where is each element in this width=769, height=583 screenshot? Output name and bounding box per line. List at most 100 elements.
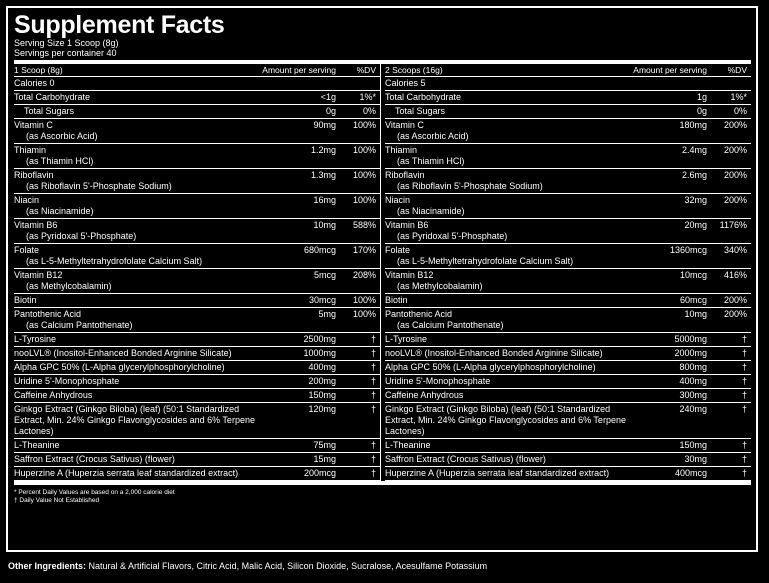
nutrient-name: L-Tyrosine [385,334,647,345]
nutrient-amount: 200mg [308,376,336,386]
nutrient-label: Thiamin [14,145,47,155]
nutrient-amount: 0g [696,106,707,116]
nutrient-label: Niacin [385,195,411,205]
nutrient-row: Total Carbohydrate 1g 1%* [385,91,751,105]
nutrient-dv: 200% [723,120,747,130]
nutrient-amount: 200mcg [303,468,336,478]
nutrient-row: Vitamin B6 (as Pyridoxal 5'-Phosphate) 10m… [14,219,380,244]
nutrient-row: Alpha GPC 50% (L-Alpha glycerylphosphory… [385,361,751,375]
nutrient-row: Alpha GPC 50% (L-Alpha glycerylphosphory… [14,361,380,375]
nutrient-row: Total Sugars 0g 0% [14,105,380,119]
nutrient-name: L-Theanine [14,440,276,451]
nutrient-amount: 400mg [679,376,707,386]
nutrient-amount: 90mg [313,120,336,130]
nutrient-dv: 200% [723,145,747,155]
nutrient-label: Vitamin B6 [14,220,58,230]
nutrient-dv: † [370,334,376,344]
nutrient-dv: 1176% [719,220,747,230]
nutrient-amount: 2.6mg [681,170,707,180]
nutrient-source: (as Riboflavin 5'-Phosphate Sodium) [397,181,543,191]
nutrient-label: Folate [14,245,40,255]
nutrient-label: Pantothenic Acid [14,309,82,319]
nutrient-name: Alpha GPC 50% (L-Alpha glycerylphosphory… [14,362,276,373]
nutrient-amount: 1360mcg [669,245,707,255]
nutrient-amount: 300mg [679,390,707,400]
nutrient-row: Biotin 60mcg 200% [385,294,751,308]
nutrient-dv: † [741,362,747,372]
serving-label: 2 Scoops (16g) [385,65,443,75]
nutrient-label: Riboflavin [14,170,54,180]
nutrient-name: Ginkgo Extract (Ginkgo Biloba) (leaf) (5… [385,404,647,437]
nutrient-amount: 75mg [313,440,336,450]
nutrient-name: Uridine 5'-Monophosphate [385,376,647,387]
nutrient-label: Saffron Extract (Crocus Sativus) (flower… [385,454,546,464]
nutrient-name: Vitamin C (as Ascorbic Acid) [14,120,276,142]
nutrient-source: (as Pyridoxal 5'-Phosphate) [397,231,508,241]
nutrient-label: Alpha GPC 50% (L-Alpha glycerylphosphory… [14,362,225,372]
nutrient-name: Calories 5 [385,78,647,89]
nutrient-amount: 1.3mg [310,170,336,180]
nutrient-label: Biotin [385,295,408,305]
nutrient-label: L-Theanine [14,440,60,450]
nutrient-row: Vitamin B12 (as Methylcobalamin) 10mcg 416% [385,269,751,294]
nutrient-dv: 100% [352,309,376,319]
nutrient-amount: 5000mg [674,334,707,344]
nutrient-row: Huperzine A (Huperzia serrata leaf stand… [385,467,751,481]
serving-size: Serving Size 1 Scoop (8g) [14,38,119,48]
nutrient-label: Vitamin B12 [14,270,63,280]
nutrient-source: (as Ascorbic Acid) [397,131,469,141]
nutrient-amount: <1g [320,92,336,102]
nutrient-dv: 0% [362,106,376,116]
nutrient-row: Saffron Extract (Crocus Sativus) (flower… [385,453,751,467]
nutrient-source: (as L-5-Methyltetrahydrofolate Calcium S… [26,256,203,266]
nutrient-name: Niacin (as Niacinamide) [14,195,276,217]
nutrient-dv: † [741,454,747,464]
nutrient-amount: 150mg [308,390,336,400]
nutrient-name: Niacin (as Niacinamide) [385,195,647,217]
nutrient-name: Total Carbohydrate [14,92,276,103]
nutrient-name: Vitamin B12 (as Methylcobalamin) [385,270,647,292]
nutrient-row: Vitamin B12 (as Methylcobalamin) 5mcg 208% [14,269,380,294]
supplement-facts-panel: Supplement Facts Serving Size 1 Scoop (8… [6,6,758,552]
amount-header: Amount per serving [633,65,707,75]
nutrient-source: (as Niacinamide) [26,206,94,216]
nutrient-dv: 1%* [730,92,747,102]
nutrient-row: Biotin 30mcg 100% [14,294,380,308]
dv-header: %DV [727,65,747,75]
nutrient-row: Uridine 5'-Monophosphate 400mg † [385,375,751,389]
nutrient-name: Huperzine A (Huperzia serrata leaf stand… [14,468,276,479]
nutrient-name: Huperzine A (Huperzia serrata leaf stand… [385,468,647,479]
nutrient-source: (as Methylcobalamin) [26,281,112,291]
nutrient-row: L-Tyrosine 2500mg † [14,333,380,347]
nutrient-label: Calories 0 [14,78,55,88]
nutrient-source: (as Thiamin HCl) [26,156,94,166]
nutrient-label: Riboflavin [385,170,425,180]
nutrient-dv: † [370,404,376,414]
nutrient-row: Folate (as L-5-Methyltetrahydrofolate Cal… [385,244,751,269]
nutrient-row: Thiamin (as Thiamin HCl) 2.4mg 200% [385,144,751,169]
nutrient-amount: 1g [696,92,707,102]
nutrient-name: Biotin [14,295,276,306]
nutrient-label: Total Sugars [24,106,75,116]
facts-columns: 1 Scoop (8g) Amount per serving %DV Calorie… [14,64,751,481]
nutrient-row: L-Tyrosine 5000mg † [385,333,751,347]
nutrient-name: Saffron Extract (Crocus Sativus) (flower… [385,454,647,465]
nutrient-label: Caffeine Anhydrous [14,390,93,400]
nutrient-name: Total Sugars [385,106,647,117]
nutrient-name: nooLVL® (Inositol-Enhanced Bonded Argini… [385,348,647,359]
nutrient-dv: 340% [723,245,747,255]
nutrient-label: L-Tyrosine [14,334,57,344]
nutrient-name: Thiamin (as Thiamin HCl) [14,145,276,167]
nutrient-row: Calories 5 [385,77,751,91]
nutrient-source: (as Calcium Pantothenate) [26,320,133,330]
nutrient-row: Niacin (as Niacinamide) 32mg 200% [385,194,751,219]
nutrient-source: (as Ascorbic Acid) [26,131,98,141]
nutrient-amount: 400mg [308,362,336,372]
nutrient-name: Vitamin B6 (as Pyridoxal 5'-Phosphate) [14,220,276,242]
nutrient-amount: 2500mg [303,334,336,344]
nutrient-name: Total Sugars [14,106,276,117]
nutrient-name: Vitamin B12 (as Methylcobalamin) [14,270,276,292]
nutrient-name: Uridine 5'-Monophosphate [14,376,276,387]
nutrient-label: Huperzine A (Huperzia serrata leaf stand… [14,468,239,478]
nutrient-row: Folate (as L-5-Methyltetrahydrofolate Cal… [14,244,380,269]
